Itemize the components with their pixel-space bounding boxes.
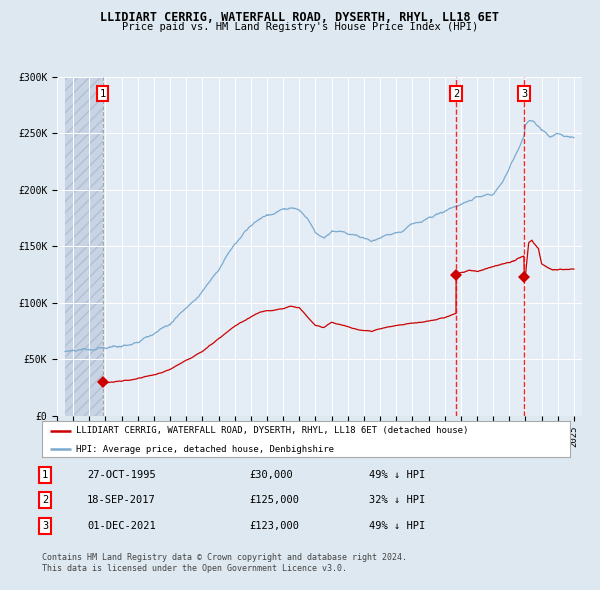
Text: Price paid vs. HM Land Registry's House Price Index (HPI): Price paid vs. HM Land Registry's House … [122, 22, 478, 32]
Text: 32% ↓ HPI: 32% ↓ HPI [369, 496, 425, 505]
Text: 1: 1 [100, 88, 106, 99]
Text: 01-DEC-2021: 01-DEC-2021 [87, 521, 156, 530]
Text: £123,000: £123,000 [249, 521, 299, 530]
Text: 27-OCT-1995: 27-OCT-1995 [87, 470, 156, 480]
Text: 49% ↓ HPI: 49% ↓ HPI [369, 521, 425, 530]
Text: 3: 3 [42, 521, 48, 530]
Text: £125,000: £125,000 [249, 496, 299, 505]
Text: 2: 2 [42, 496, 48, 505]
Text: HPI: Average price, detached house, Denbighshire: HPI: Average price, detached house, Denb… [76, 445, 334, 454]
Text: £30,000: £30,000 [249, 470, 293, 480]
Text: This data is licensed under the Open Government Licence v3.0.: This data is licensed under the Open Gov… [42, 565, 347, 573]
Text: 1: 1 [42, 470, 48, 480]
Text: Contains HM Land Registry data © Crown copyright and database right 2024.: Contains HM Land Registry data © Crown c… [42, 553, 407, 562]
Bar [65, 77, 103, 416]
Text: 2: 2 [453, 88, 459, 99]
Text: LLIDIART CERRIG, WATERFALL ROAD, DYSERTH, RHYL, LL18 6ET: LLIDIART CERRIG, WATERFALL ROAD, DYSERTH… [101, 11, 499, 24]
Text: 18-SEP-2017: 18-SEP-2017 [87, 496, 156, 505]
Text: LLIDIART CERRIG, WATERFALL ROAD, DYSERTH, RHYL, LL18 6ET (detached house): LLIDIART CERRIG, WATERFALL ROAD, DYSERTH… [76, 427, 469, 435]
Text: 3: 3 [521, 88, 527, 99]
Text: 49% ↓ HPI: 49% ↓ HPI [369, 470, 425, 480]
